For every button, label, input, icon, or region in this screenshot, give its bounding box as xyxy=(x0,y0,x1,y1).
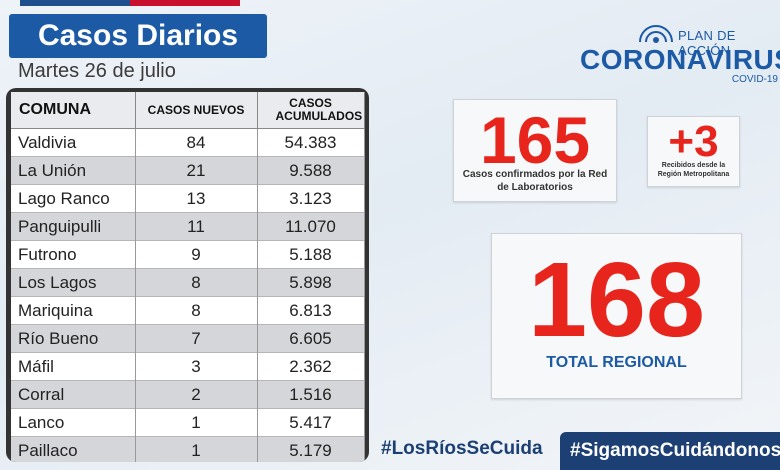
lab-cases-value: 165 xyxy=(479,103,591,177)
cell-comuna: Río Bueno xyxy=(11,324,136,353)
column-header-acumulados-text: CASOS ACUMULADOS xyxy=(275,96,363,123)
cell-comuna: Los Lagos xyxy=(11,268,136,297)
report-date: Martes 26 de julio xyxy=(18,60,176,82)
cell-casos-nuevos: 7 xyxy=(135,324,258,353)
cell-casos-nuevos: 11 xyxy=(135,212,258,241)
cell-comuna: Paillaco xyxy=(11,436,136,462)
brand-bar-red xyxy=(130,0,240,6)
table-row: Valdivia 84 54.383 xyxy=(11,128,365,157)
table-row: Corral 2 1.516 xyxy=(11,380,365,409)
cell-comuna: Panguipulli xyxy=(11,212,136,241)
cell-casos-acumulados: 6.813 xyxy=(257,296,365,325)
cell-comuna: La Unión xyxy=(11,156,136,185)
cell-casos-nuevos: 8 xyxy=(135,268,258,297)
table-row: Mariquina 8 6.813 xyxy=(11,296,365,325)
cell-casos-acumulados: 5.898 xyxy=(257,268,365,297)
cell-casos-acumulados: 5.179 xyxy=(257,436,365,462)
cell-casos-acumulados: 3.123 xyxy=(257,184,365,213)
cell-casos-nuevos: 2 xyxy=(135,380,258,409)
logo-line-covid: COVID-19 xyxy=(731,74,778,85)
brand-bar-blue xyxy=(20,0,130,6)
cell-casos-acumulados: 11.070 xyxy=(257,212,365,241)
hashtag-sigamos: #SigamosCuidándonos xyxy=(560,432,780,470)
table-row: Paillaco 1 5.179 xyxy=(11,436,365,462)
column-header-nuevos: CASOS NUEVOS xyxy=(135,92,258,129)
logo-line-coronavirus: CORONAVIRUS xyxy=(580,44,780,75)
column-header-acumulados: CASOS ACUMULADOS xyxy=(257,92,365,129)
cell-casos-nuevos: 9 xyxy=(135,240,258,269)
table-row: Los Lagos 8 5.898 xyxy=(11,268,365,297)
rm-cases-card: +3 Recibidos desde la Región Metropolita… xyxy=(647,116,740,187)
column-header-comuna: COMUNA xyxy=(11,92,136,129)
cell-casos-acumulados: 9.588 xyxy=(257,156,365,185)
cell-comuna: Mariquina xyxy=(11,296,136,325)
cell-comuna: Futrono xyxy=(11,240,136,269)
cell-casos-nuevos: 3 xyxy=(135,352,258,381)
cell-casos-acumulados: 5.188 xyxy=(257,240,365,269)
rm-cases-caption: Recibidos desde la Región Metropolitana xyxy=(657,162,730,178)
table-row: La Unión 21 9.588 xyxy=(11,156,365,185)
cell-casos-acumulados: 1.516 xyxy=(257,380,365,409)
cell-casos-nuevos: 8 xyxy=(135,296,258,325)
cell-casos-acumulados: 6.605 xyxy=(257,324,365,353)
cell-comuna: Lago Ranco xyxy=(11,184,136,213)
table-row: Lago Ranco 13 3.123 xyxy=(11,184,365,213)
total-regional-value: 168 xyxy=(528,241,705,359)
table-row: Futrono 9 5.188 xyxy=(11,240,365,269)
table-row: Máfil 3 2.362 xyxy=(11,352,365,381)
table-row: Lanco 1 5.417 xyxy=(11,408,365,437)
total-regional-card: 168 TOTAL REGIONAL xyxy=(491,233,742,399)
logo-line-plan: PLAN DE ACCIÓN xyxy=(678,28,736,58)
cell-casos-acumulados: 2.362 xyxy=(257,352,365,381)
rm-cases-value: +3 xyxy=(668,117,719,166)
cell-comuna: Máfil xyxy=(11,352,136,381)
cell-comuna: Lanco xyxy=(11,408,136,437)
page-title: Casos Diarios xyxy=(9,14,267,58)
plan-coronavirus-logo: PLAN DE ACCIÓN CORONAVIRUS COVID-19 xyxy=(578,22,780,86)
cell-casos-nuevos: 84 xyxy=(135,128,258,157)
cases-table-panel: COMUNA CASOS NUEVOS CASOS ACUMULADOS Val… xyxy=(6,88,369,462)
government-seal-icon xyxy=(639,25,673,43)
lab-cases-caption: Casos confirmados por la Red de Laborato… xyxy=(462,169,608,193)
lab-cases-card: 165 Casos confirmados por la Red de Labo… xyxy=(453,99,617,202)
cell-comuna: Corral xyxy=(11,380,136,409)
cases-table: COMUNA CASOS NUEVOS CASOS ACUMULADOS Val… xyxy=(11,92,365,462)
cell-casos-nuevos: 1 xyxy=(135,436,258,462)
table-header-row: COMUNA CASOS NUEVOS CASOS ACUMULADOS xyxy=(11,92,365,129)
table-row: Río Bueno 7 6.605 xyxy=(11,324,365,353)
cell-casos-nuevos: 1 xyxy=(135,408,258,437)
cell-casos-nuevos: 13 xyxy=(135,184,258,213)
cell-casos-acumulados: 5.417 xyxy=(257,408,365,437)
hashtag-los-rios: #LosRíosSeCuida xyxy=(381,438,543,459)
cell-casos-acumulados: 54.383 xyxy=(257,128,365,157)
table-row: Panguipulli 11 11.070 xyxy=(11,212,365,241)
total-regional-caption: TOTAL REGIONAL xyxy=(546,354,687,371)
cell-comuna: Valdivia xyxy=(11,128,136,157)
cell-casos-nuevos: 21 xyxy=(135,156,258,185)
